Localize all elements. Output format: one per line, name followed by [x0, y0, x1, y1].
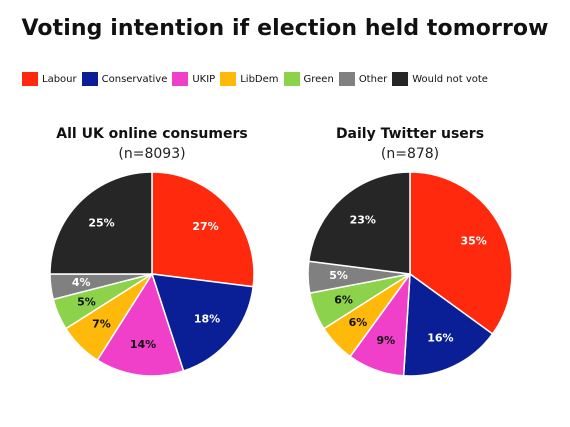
pie-slice-all-uk-labour	[151, 171, 255, 288]
pie-title-twitter: Daily Twitter users	[335, 126, 485, 142]
legend-label-labour: Labour	[42, 73, 77, 85]
chart-title: Voting intention if election held tomorr…	[21, 16, 549, 41]
pie-slice-twitter-conservative	[402, 272, 494, 377]
legend-swatch-ukip	[172, 72, 189, 86]
legend-item-labour: Labour	[22, 72, 77, 86]
legend-item-libdem: LibDem	[220, 72, 279, 86]
pie-slice-all-uk-ukip	[96, 272, 185, 377]
pie-label-twitter-conservative: 16%	[427, 332, 453, 345]
pie-slice-all-uk-would-not-vote	[49, 171, 153, 275]
legend-swatch-green	[283, 72, 300, 86]
pie-label-twitter-ukip: 9%	[376, 334, 395, 347]
legend-item-other: Other	[338, 72, 388, 86]
pie-label-all-uk-green: 5%	[77, 295, 96, 308]
legend-swatch-libdem	[220, 72, 237, 86]
pie-label-twitter-other: 5%	[329, 269, 348, 282]
legend-swatch-would-not-vote	[392, 72, 409, 86]
pie-slice-all-uk-conservative	[150, 273, 255, 372]
pie-label-all-uk-other: 4%	[72, 276, 91, 289]
pie-subtitle-all-uk: (n=8093)	[118, 146, 186, 162]
legend-item-conservative: Conservative	[81, 72, 168, 86]
legend-label-would-not-vote: Would not vote	[412, 73, 488, 85]
legend: Labour Conservative UKIP LibDem Green Ot…	[22, 72, 562, 86]
legend-swatch-conservative	[81, 72, 98, 86]
pie-label-twitter-labour: 35%	[460, 235, 486, 248]
pie-slice-twitter-would-not-vote	[307, 171, 411, 275]
legend-label-other: Other	[358, 73, 388, 85]
pie-label-all-uk-would-not-vote: 25%	[88, 217, 114, 230]
legend-item-would-not-vote: Would not vote	[392, 72, 488, 86]
legend-swatch-other	[338, 72, 355, 86]
pie-slice-twitter-labour	[409, 171, 513, 335]
pie-label-twitter-libdem: 6%	[349, 316, 368, 329]
pie-title-all-uk: All UK online consumers	[56, 126, 248, 142]
legend-label-green: Green	[303, 73, 334, 85]
pie-label-all-uk-labour: 27%	[192, 220, 218, 233]
pie-label-twitter-would-not-vote: 23%	[350, 213, 376, 226]
legend-item-ukip: UKIP	[172, 72, 215, 86]
legend-label-conservative: Conservative	[101, 73, 168, 85]
legend-swatch-labour	[22, 72, 38, 86]
pie-label-all-uk-libdem: 7%	[92, 317, 111, 330]
pie-subtitle-twitter: (n=878)	[380, 146, 440, 162]
legend-label-libdem: LibDem	[240, 73, 279, 85]
pie-label-all-uk-conservative: 18%	[194, 313, 220, 326]
pie-label-twitter-green: 6%	[334, 293, 353, 306]
legend-label-ukip: UKIP	[192, 73, 216, 85]
pie-label-all-uk-ukip: 14%	[130, 338, 156, 351]
legend-item-green: Green	[283, 72, 334, 86]
